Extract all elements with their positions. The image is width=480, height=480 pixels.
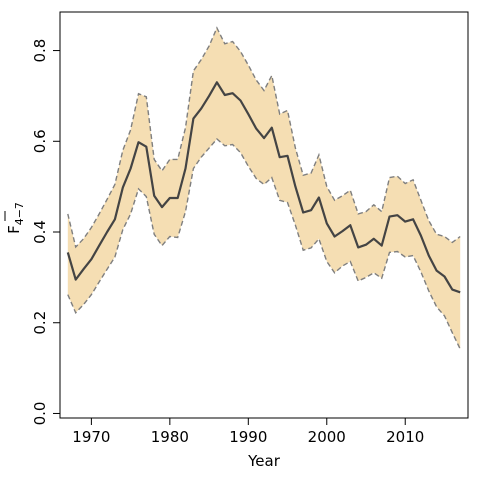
y-axis: 0.0 0.2 0.4 0.6 0.8: [31, 39, 61, 426]
x-axis-title: Year: [247, 452, 281, 470]
y-axis-title: F4−7: [4, 202, 26, 234]
lower-bound-line: [67, 138, 461, 350]
svg-text:F4−7: F4−7: [5, 202, 26, 234]
y-tick-label: 0.8: [31, 39, 49, 63]
x-tick-label: 2000: [308, 428, 346, 446]
y-tick-label: 0.4: [31, 220, 49, 244]
x-axis: 1970 1980 1990 2000 2010: [72, 417, 424, 446]
x-tick-label: 2010: [386, 428, 424, 446]
upper-bound-line: [67, 26, 461, 249]
x-tick-label: 1970: [72, 428, 110, 446]
confidence-band: [67, 27, 461, 350]
y-axis-title-main: F: [5, 225, 23, 234]
x-tick-label: 1990: [229, 428, 267, 446]
y-tick-label: 0.0: [31, 402, 49, 426]
plot-area: [66, 26, 461, 350]
y-axis-title-subscript: 4−7: [13, 202, 26, 225]
x-tick-label: 1980: [151, 428, 189, 446]
estimate-line: [66, 81, 461, 294]
y-tick-label: 0.2: [31, 311, 49, 335]
y-tick-label: 0.6: [31, 129, 49, 153]
